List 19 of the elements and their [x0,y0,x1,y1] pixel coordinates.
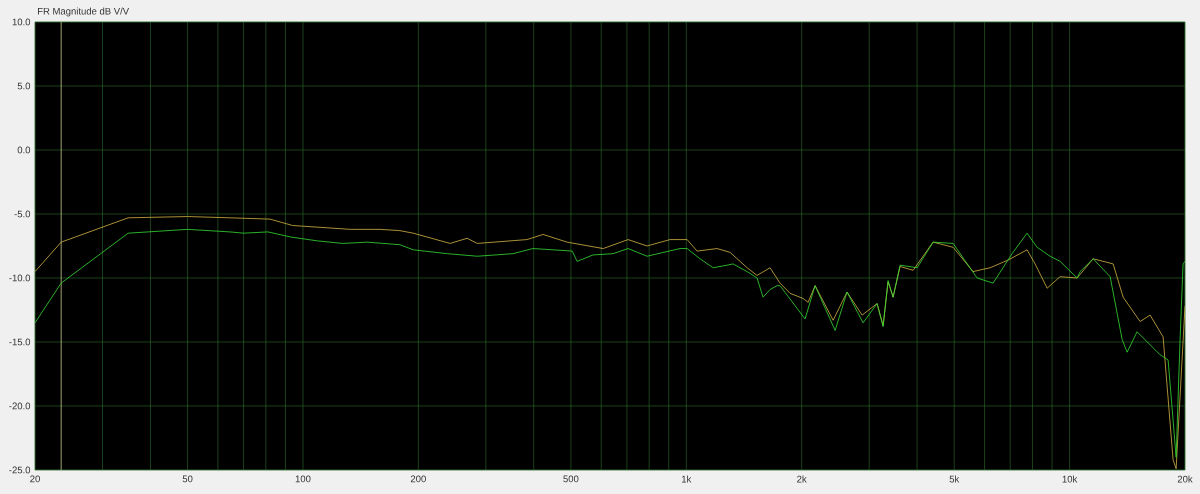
x-tick-label: 100 [295,475,311,483]
y-tick-label: -5.0 [14,210,31,218]
x-tick-label: 1k [681,475,692,483]
chart-title: FR Magnitude dB V/V [37,7,130,17]
x-tick-label: 20 [30,475,40,483]
y-tick-label: 10.0 [12,18,31,26]
x-tick-label: 50 [182,475,193,483]
y-tick-label: 0.0 [17,146,31,154]
y-tick-label: -10.0 [9,274,31,282]
x-tick-label: 20k [1177,475,1193,483]
x-tick-label: 200 [410,475,426,483]
y-tick-label: -15.0 [9,338,31,346]
y-tick-label: -25.0 [9,466,31,474]
y-tick-label: -20.0 [9,402,31,410]
x-tick-label: 500 [563,475,579,483]
x-tick-label: 2k [797,475,807,483]
x-tick-label: 5k [949,475,960,483]
y-tick-label: 5.0 [17,82,31,90]
x-tick-label: 10k [1062,475,1078,483]
